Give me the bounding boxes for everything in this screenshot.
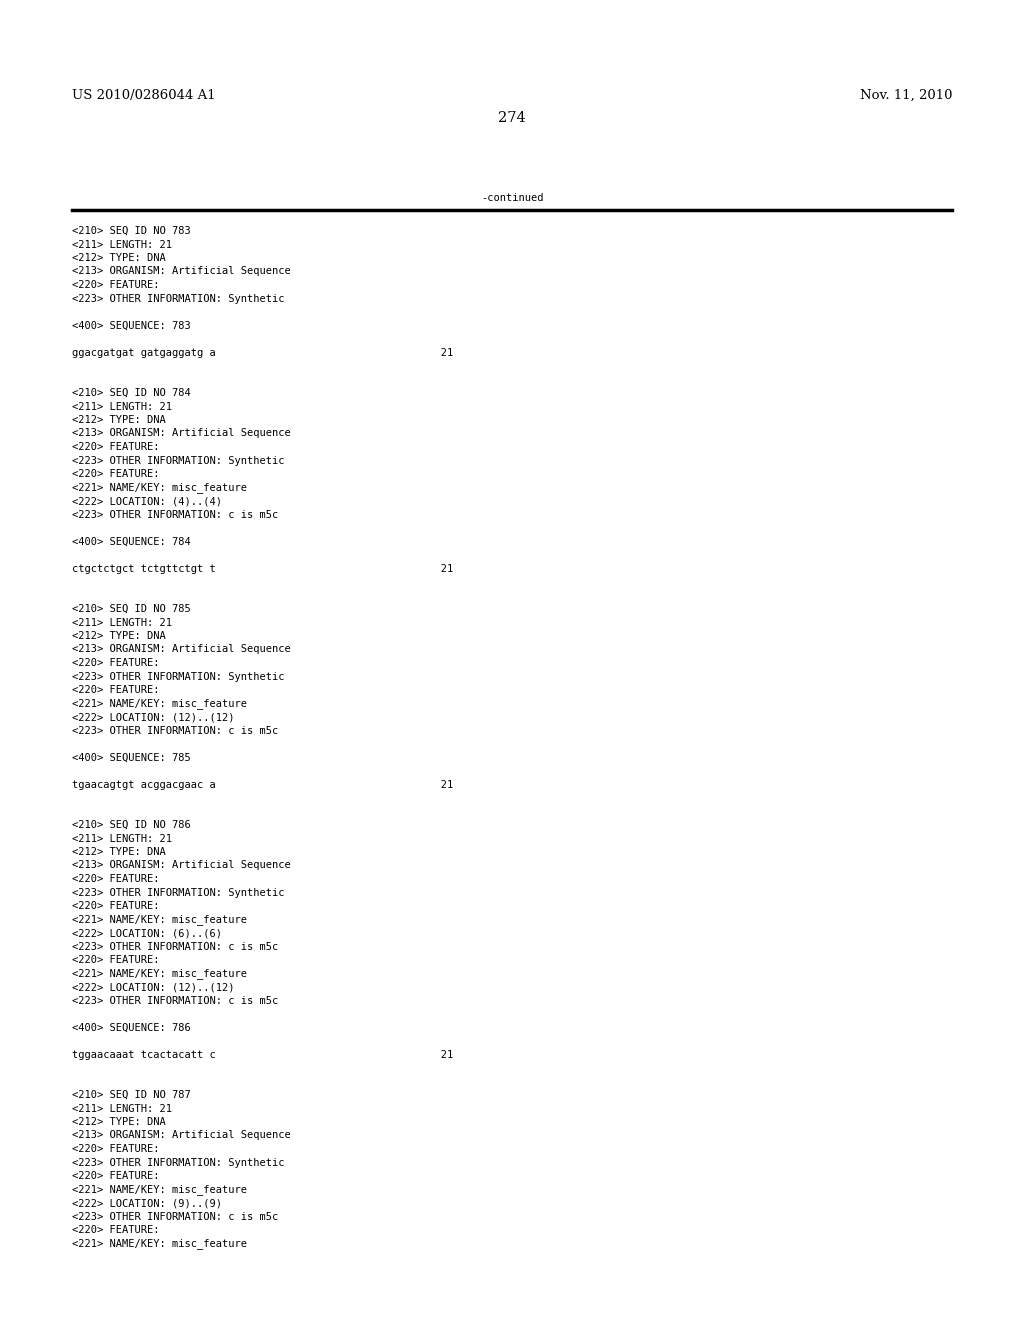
Text: <222> LOCATION: (12)..(12): <222> LOCATION: (12)..(12) <box>72 711 234 722</box>
Text: <220> FEATURE:: <220> FEATURE: <box>72 280 160 290</box>
Text: <400> SEQUENCE: 786: <400> SEQUENCE: 786 <box>72 1023 190 1032</box>
Text: <221> NAME/KEY: misc_feature: <221> NAME/KEY: misc_feature <box>72 1238 247 1250</box>
Text: <223> OTHER INFORMATION: c is m5c: <223> OTHER INFORMATION: c is m5c <box>72 995 279 1006</box>
Text: <211> LENGTH: 21: <211> LENGTH: 21 <box>72 239 172 249</box>
Text: <223> OTHER INFORMATION: Synthetic: <223> OTHER INFORMATION: Synthetic <box>72 293 285 304</box>
Text: <212> TYPE: DNA: <212> TYPE: DNA <box>72 631 166 642</box>
Text: <211> LENGTH: 21: <211> LENGTH: 21 <box>72 1104 172 1114</box>
Text: <222> LOCATION: (9)..(9): <222> LOCATION: (9)..(9) <box>72 1199 222 1208</box>
Text: <220> FEATURE:: <220> FEATURE: <box>72 1225 160 1236</box>
Text: <223> OTHER INFORMATION: c is m5c: <223> OTHER INFORMATION: c is m5c <box>72 726 279 735</box>
Text: <220> FEATURE:: <220> FEATURE: <box>72 874 160 884</box>
Text: <220> FEATURE:: <220> FEATURE: <box>72 954 160 965</box>
Text: tggaacaaat tcactacatt c                                    21: tggaacaaat tcactacatt c 21 <box>72 1049 454 1060</box>
Text: <221> NAME/KEY: misc_feature: <221> NAME/KEY: misc_feature <box>72 698 247 709</box>
Text: <212> TYPE: DNA: <212> TYPE: DNA <box>72 1117 166 1127</box>
Text: <400> SEQUENCE: 784: <400> SEQUENCE: 784 <box>72 536 190 546</box>
Text: <223> OTHER INFORMATION: Synthetic: <223> OTHER INFORMATION: Synthetic <box>72 455 285 466</box>
Text: <213> ORGANISM: Artificial Sequence: <213> ORGANISM: Artificial Sequence <box>72 267 291 276</box>
Text: -continued: -continued <box>480 193 544 203</box>
Text: <221> NAME/KEY: misc_feature: <221> NAME/KEY: misc_feature <box>72 969 247 979</box>
Text: <220> FEATURE:: <220> FEATURE: <box>72 657 160 668</box>
Text: <221> NAME/KEY: misc_feature: <221> NAME/KEY: misc_feature <box>72 915 247 925</box>
Text: ggacgatgat gatgaggatg a                                    21: ggacgatgat gatgaggatg a 21 <box>72 347 454 358</box>
Text: <400> SEQUENCE: 785: <400> SEQUENCE: 785 <box>72 752 190 763</box>
Text: <221> NAME/KEY: misc_feature: <221> NAME/KEY: misc_feature <box>72 483 247 494</box>
Text: <223> OTHER INFORMATION: c is m5c: <223> OTHER INFORMATION: c is m5c <box>72 510 279 520</box>
Text: <223> OTHER INFORMATION: Synthetic: <223> OTHER INFORMATION: Synthetic <box>72 1158 285 1167</box>
Text: <213> ORGANISM: Artificial Sequence: <213> ORGANISM: Artificial Sequence <box>72 429 291 438</box>
Text: <221> NAME/KEY: misc_feature: <221> NAME/KEY: misc_feature <box>72 1184 247 1196</box>
Text: <211> LENGTH: 21: <211> LENGTH: 21 <box>72 401 172 412</box>
Text: <212> TYPE: DNA: <212> TYPE: DNA <box>72 847 166 857</box>
Text: <223> OTHER INFORMATION: c is m5c: <223> OTHER INFORMATION: c is m5c <box>72 941 279 952</box>
Text: <210> SEQ ID NO 784: <210> SEQ ID NO 784 <box>72 388 190 399</box>
Text: Nov. 11, 2010: Nov. 11, 2010 <box>859 88 952 102</box>
Text: <212> TYPE: DNA: <212> TYPE: DNA <box>72 414 166 425</box>
Text: <223> OTHER INFORMATION: c is m5c: <223> OTHER INFORMATION: c is m5c <box>72 1212 279 1221</box>
Text: <223> OTHER INFORMATION: Synthetic: <223> OTHER INFORMATION: Synthetic <box>72 672 285 681</box>
Text: <222> LOCATION: (12)..(12): <222> LOCATION: (12)..(12) <box>72 982 234 993</box>
Text: <220> FEATURE:: <220> FEATURE: <box>72 469 160 479</box>
Text: <220> FEATURE:: <220> FEATURE: <box>72 1171 160 1181</box>
Text: <210> SEQ ID NO 787: <210> SEQ ID NO 787 <box>72 1090 190 1100</box>
Text: <220> FEATURE:: <220> FEATURE: <box>72 442 160 451</box>
Text: <210> SEQ ID NO 785: <210> SEQ ID NO 785 <box>72 605 190 614</box>
Text: <222> LOCATION: (4)..(4): <222> LOCATION: (4)..(4) <box>72 496 222 506</box>
Text: <222> LOCATION: (6)..(6): <222> LOCATION: (6)..(6) <box>72 928 222 939</box>
Text: ctgctctgct tctgttctgt t                                    21: ctgctctgct tctgttctgt t 21 <box>72 564 454 573</box>
Text: tgaacagtgt acggacgaac a                                    21: tgaacagtgt acggacgaac a 21 <box>72 780 454 789</box>
Text: <210> SEQ ID NO 783: <210> SEQ ID NO 783 <box>72 226 190 236</box>
Text: <223> OTHER INFORMATION: Synthetic: <223> OTHER INFORMATION: Synthetic <box>72 887 285 898</box>
Text: <213> ORGANISM: Artificial Sequence: <213> ORGANISM: Artificial Sequence <box>72 861 291 870</box>
Text: <210> SEQ ID NO 786: <210> SEQ ID NO 786 <box>72 820 190 830</box>
Text: <400> SEQUENCE: 783: <400> SEQUENCE: 783 <box>72 321 190 330</box>
Text: <213> ORGANISM: Artificial Sequence: <213> ORGANISM: Artificial Sequence <box>72 1130 291 1140</box>
Text: US 2010/0286044 A1: US 2010/0286044 A1 <box>72 88 216 102</box>
Text: <211> LENGTH: 21: <211> LENGTH: 21 <box>72 618 172 627</box>
Text: <213> ORGANISM: Artificial Sequence: <213> ORGANISM: Artificial Sequence <box>72 644 291 655</box>
Text: <211> LENGTH: 21: <211> LENGTH: 21 <box>72 833 172 843</box>
Text: <220> FEATURE:: <220> FEATURE: <box>72 1144 160 1154</box>
Text: <220> FEATURE:: <220> FEATURE: <box>72 685 160 696</box>
Text: 274: 274 <box>498 111 526 125</box>
Text: <212> TYPE: DNA: <212> TYPE: DNA <box>72 253 166 263</box>
Text: <220> FEATURE:: <220> FEATURE: <box>72 902 160 911</box>
